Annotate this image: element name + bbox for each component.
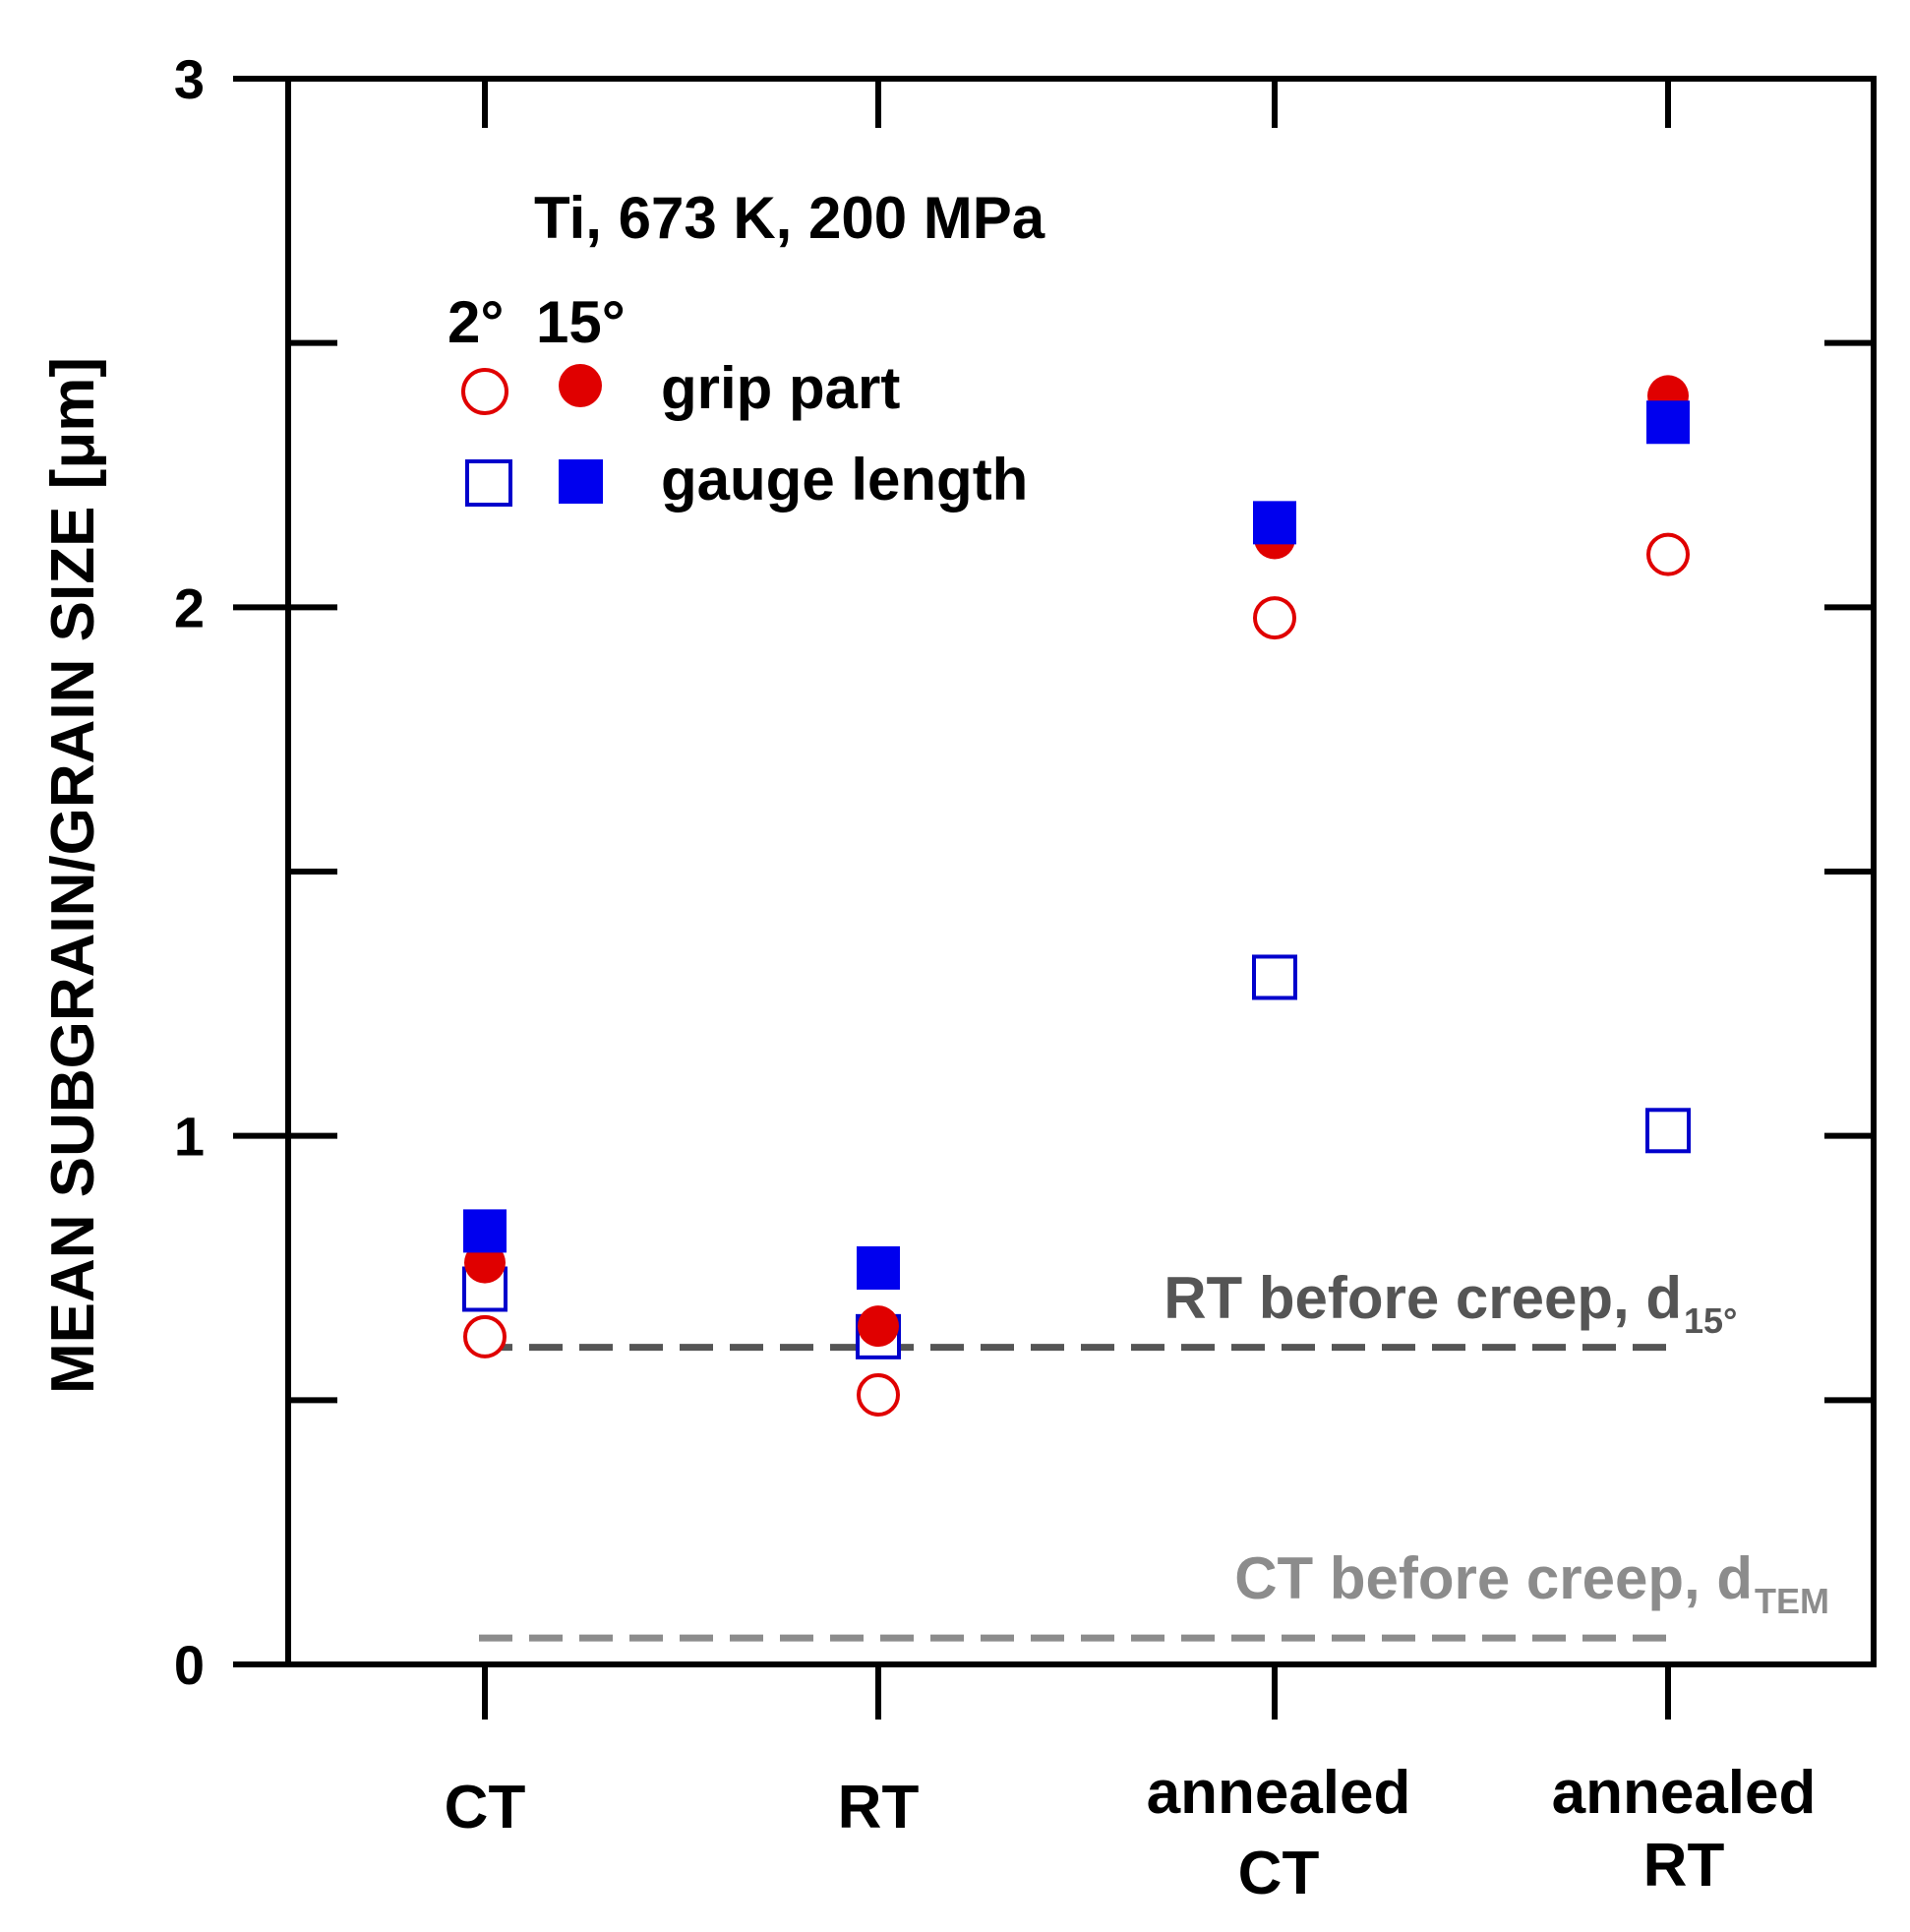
ref-label-rt-before-creep: RT before creep, d (1164, 1265, 1682, 1331)
legend-label-gauge-length: gauge length (661, 447, 1028, 513)
x-category-label: annealed (1552, 1759, 1817, 1827)
ref-subscript-ct: TEM (1755, 1581, 1829, 1621)
y-tick-label: 3 (174, 48, 205, 110)
x-category-label: RT (1643, 1832, 1725, 1900)
data-point-circle-open (1646, 532, 1690, 576)
x-category-label: annealed (1147, 1759, 1411, 1827)
data-point-square-filled (1646, 400, 1690, 445)
legend-header-15deg: 15° (536, 289, 626, 355)
ref-subscript-rt: 15° (1684, 1300, 1737, 1341)
x-category-label: CT (1238, 1840, 1320, 1907)
x-category-label: CT (445, 1774, 526, 1841)
data-point-circle-open (463, 1314, 507, 1358)
legend: 2° 15° grip part gauge length (448, 289, 1028, 513)
x-category-label: RT (838, 1774, 920, 1841)
y-tick-label: 0 (174, 1634, 205, 1696)
ref-label-ct-before-creep: CT before creep, d (1234, 1545, 1753, 1611)
data-point-circle-open (857, 1372, 900, 1417)
y-tick-label: 1 (174, 1106, 205, 1168)
legend-marker-grip-filled (559, 364, 602, 407)
plot-area-frame (285, 76, 1877, 1667)
data-point-square-open (1252, 954, 1297, 1000)
legend-label-grip-part: grip part (661, 355, 900, 421)
data-point-circle-open (1253, 596, 1296, 640)
legend-header-2deg: 2° (448, 289, 504, 355)
y-tick-label: 2 (174, 576, 205, 638)
chart-title: Ti, 673 K, 200 MPa (534, 185, 1045, 251)
data-point-circle-filled (858, 1305, 899, 1348)
legend-marker-gauge-filled (559, 459, 603, 504)
y-axis-title: MEAN SUBGRAIN/GRAIN SIZE [μm] (39, 357, 107, 1394)
axis-ticks (233, 76, 1874, 1720)
data-point-square-filled (463, 1209, 507, 1253)
data-point-square-filled (857, 1246, 900, 1290)
legend-marker-gauge-open (465, 459, 512, 507)
legend-marker-grip-open (461, 368, 508, 415)
ref-label-ct-text: CT before creep, d (1234, 1545, 1753, 1611)
data-points (462, 375, 1691, 1417)
ref-label-rt-text: RT before creep, d (1164, 1265, 1682, 1331)
data-point-square-open (1645, 1108, 1691, 1154)
data-point-square-filled (1253, 501, 1296, 545)
